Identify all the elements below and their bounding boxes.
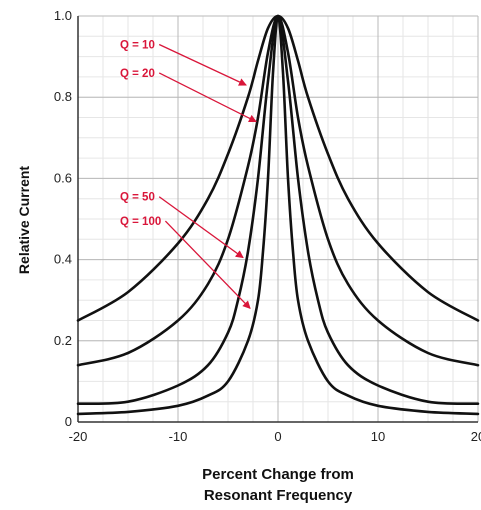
y-axis-label: Relative Current xyxy=(16,166,32,274)
x-tick-label: -10 xyxy=(169,429,188,444)
annotation-arrow xyxy=(158,43,247,86)
series-lines xyxy=(76,14,480,416)
x-tick-label: -20 xyxy=(69,429,88,444)
y-tick-label: 0.2 xyxy=(54,333,72,348)
annotation-label: Q = 100 xyxy=(120,216,161,228)
y-tick-label: 1.0 xyxy=(54,8,72,23)
x-axis-label-line-2: Resonant Frequency xyxy=(204,487,353,504)
x-tick-label: 20 xyxy=(471,429,481,444)
x-tick-label: 10 xyxy=(371,429,385,444)
tick-labels: -20 -10 0 10 20 0 0.2 0.4 0.6 0.8 1.0 xyxy=(54,8,481,444)
annotation-arrow xyxy=(158,72,257,123)
x-tick-label: 0 xyxy=(274,429,281,444)
annotation-label: Q = 10 xyxy=(120,39,155,51)
y-tick-label: 0 xyxy=(65,414,72,429)
annotation-label: Q = 20 xyxy=(120,68,155,80)
y-tick-label: 0.8 xyxy=(54,89,72,104)
y-tick-label: 0.6 xyxy=(54,170,72,185)
x-axis-label-line-1: Percent Change from xyxy=(202,466,354,483)
annotations: Q = 10 Q = 20 Q = 50 Q = 100 xyxy=(120,39,257,310)
annotation-label: Q = 50 xyxy=(120,192,155,204)
annotation-arrow xyxy=(164,220,251,310)
y-tick-label: 0.4 xyxy=(54,252,72,267)
axes xyxy=(77,16,478,423)
annotation-arrow xyxy=(158,196,244,259)
series-line-q100 xyxy=(76,14,480,416)
